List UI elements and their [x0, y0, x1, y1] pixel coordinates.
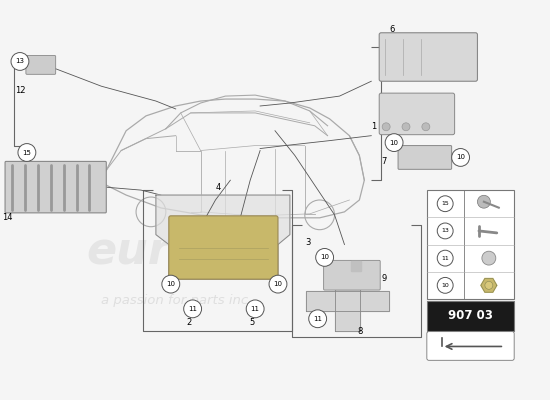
Circle shape	[437, 223, 453, 239]
Text: 11: 11	[313, 316, 322, 322]
Text: 11: 11	[188, 306, 197, 312]
Text: 13: 13	[15, 58, 24, 64]
Text: 4: 4	[216, 183, 221, 192]
Text: 8: 8	[358, 326, 363, 336]
Polygon shape	[156, 195, 290, 279]
FancyBboxPatch shape	[379, 93, 455, 135]
Circle shape	[402, 123, 410, 131]
Text: 1: 1	[371, 122, 377, 131]
Circle shape	[437, 196, 453, 212]
Circle shape	[477, 195, 491, 208]
Circle shape	[437, 278, 453, 293]
Polygon shape	[351, 261, 361, 271]
Polygon shape	[481, 278, 497, 292]
FancyBboxPatch shape	[427, 301, 514, 331]
Circle shape	[309, 310, 327, 328]
FancyBboxPatch shape	[379, 33, 477, 81]
FancyBboxPatch shape	[427, 190, 514, 299]
Text: 12: 12	[15, 86, 25, 95]
Circle shape	[246, 300, 264, 318]
Circle shape	[316, 248, 333, 266]
Text: a passion for parts inc.: a passion for parts inc.	[101, 294, 252, 307]
Circle shape	[269, 275, 287, 293]
Circle shape	[18, 144, 36, 162]
FancyBboxPatch shape	[5, 162, 106, 213]
Text: 10: 10	[389, 140, 399, 146]
Circle shape	[422, 123, 430, 131]
Text: 5: 5	[250, 318, 255, 327]
Text: 10: 10	[441, 283, 449, 288]
Circle shape	[162, 275, 180, 293]
Text: 13: 13	[441, 228, 449, 234]
Circle shape	[485, 281, 493, 289]
Text: 15: 15	[441, 201, 449, 206]
Text: 907 03: 907 03	[448, 309, 493, 322]
Text: 10: 10	[456, 154, 465, 160]
FancyBboxPatch shape	[26, 56, 56, 74]
Text: 14: 14	[2, 213, 13, 222]
Circle shape	[184, 300, 201, 318]
Text: 2: 2	[186, 318, 191, 327]
Polygon shape	[306, 291, 389, 311]
Text: 7: 7	[381, 157, 387, 166]
Circle shape	[382, 123, 390, 131]
FancyBboxPatch shape	[398, 146, 452, 169]
Text: 10: 10	[273, 281, 283, 287]
FancyBboxPatch shape	[323, 260, 380, 290]
Text: 6: 6	[389, 25, 394, 34]
FancyBboxPatch shape	[169, 216, 278, 279]
Circle shape	[385, 134, 403, 152]
Text: 3: 3	[305, 238, 310, 246]
Circle shape	[437, 250, 453, 266]
Circle shape	[11, 52, 29, 70]
Text: 11: 11	[251, 306, 260, 312]
Text: 11: 11	[441, 256, 449, 261]
Circle shape	[452, 148, 470, 166]
Text: 10: 10	[166, 281, 175, 287]
Text: 15: 15	[23, 150, 31, 156]
Text: 10: 10	[320, 254, 329, 260]
FancyBboxPatch shape	[427, 332, 514, 360]
Circle shape	[482, 251, 496, 265]
Text: 9: 9	[381, 274, 387, 283]
Text: europ: europ	[86, 230, 233, 273]
Polygon shape	[334, 271, 360, 331]
